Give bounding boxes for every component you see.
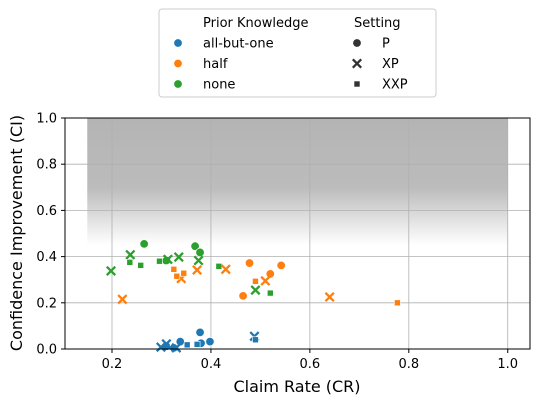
legend-frame — [158, 8, 437, 98]
data-point — [190, 241, 200, 251]
data-point — [125, 249, 136, 260]
data-point — [162, 254, 173, 265]
legend: Prior Knowledge Setting all-but-one half n… — [158, 8, 437, 98]
y-tick-label: 0.0 — [36, 343, 57, 358]
legend-label: all-but-one — [203, 37, 274, 52]
data-point — [195, 247, 205, 258]
x-tick-label: 1.0 — [497, 357, 518, 372]
legend-marker — [353, 80, 361, 88]
data-point — [250, 285, 261, 296]
data-point — [139, 239, 149, 249]
data-point — [266, 289, 274, 297]
legend-style-entries: P XP XXP — [351, 37, 408, 93]
y-axis-ticks: 0.0 0.2 0.4 0.6 0.8 1.0 — [36, 112, 65, 358]
data-point — [265, 269, 275, 279]
plot-frame — [64, 117, 531, 350]
data-point — [183, 341, 191, 349]
data-point — [180, 269, 188, 277]
data-point — [195, 327, 205, 338]
data-point — [105, 265, 117, 276]
plot-area: 0.2 0.4 0.6 0.8 1.0 0.0 0.2 0.4 0.6 0.8 1.0 — [36, 112, 531, 372]
legend-label: none — [203, 78, 235, 93]
legend-label: XXP — [382, 78, 408, 93]
legend-label: XP — [382, 57, 399, 72]
x-tick-label: 0.6 — [300, 357, 321, 372]
x-axis-label: Claim Rate (CR) — [233, 377, 360, 396]
data-point — [193, 255, 204, 266]
data-point — [192, 264, 203, 276]
x-tick-label: 0.2 — [102, 357, 123, 372]
data-point — [244, 258, 255, 268]
legend-label: half — [203, 57, 228, 72]
x-tick-label: 0.8 — [398, 357, 419, 372]
data-point — [137, 262, 144, 269]
data-point — [170, 266, 178, 273]
data-point — [324, 291, 335, 303]
legend-label: P — [382, 37, 390, 52]
legend-swatch — [173, 38, 183, 48]
legend-swatch — [173, 58, 183, 69]
data-point — [117, 294, 128, 305]
data-point — [238, 291, 248, 301]
data-point — [215, 263, 223, 270]
data-point — [205, 336, 215, 347]
data-point — [193, 341, 201, 348]
legend-swatch — [173, 79, 183, 89]
data-point — [126, 259, 134, 266]
data-point — [252, 336, 259, 344]
x-tick-label: 0.4 — [201, 357, 222, 372]
data-point — [252, 278, 259, 285]
y-tick-label: 0.6 — [36, 204, 57, 219]
y-axis-label: Confidence Improvement (CI) — [7, 115, 26, 351]
data-point — [171, 342, 182, 353]
y-tick-label: 0.2 — [36, 296, 57, 311]
data-points — [105, 239, 401, 353]
data-point — [276, 260, 286, 271]
data-point — [173, 272, 181, 280]
y-tick-label: 1.0 — [36, 112, 57, 127]
legend-hue-entries: all-but-one half none — [173, 37, 274, 93]
x-axis-ticks: 0.2 0.4 0.6 0.8 1.0 — [102, 349, 518, 372]
data-point — [156, 257, 163, 265]
legend-marker — [352, 38, 362, 48]
data-point — [161, 338, 172, 349]
data-point — [220, 264, 231, 275]
legend-hue-title: Prior Knowledge — [203, 16, 308, 31]
data-point — [173, 252, 184, 263]
legend-marker — [351, 58, 363, 69]
y-tick-label: 0.8 — [36, 158, 57, 173]
data-point — [394, 299, 401, 307]
legend-style-title: Setting — [354, 16, 401, 31]
data-point — [260, 275, 271, 286]
y-tick-label: 0.4 — [36, 250, 57, 265]
shaded-region — [87, 118, 508, 246]
